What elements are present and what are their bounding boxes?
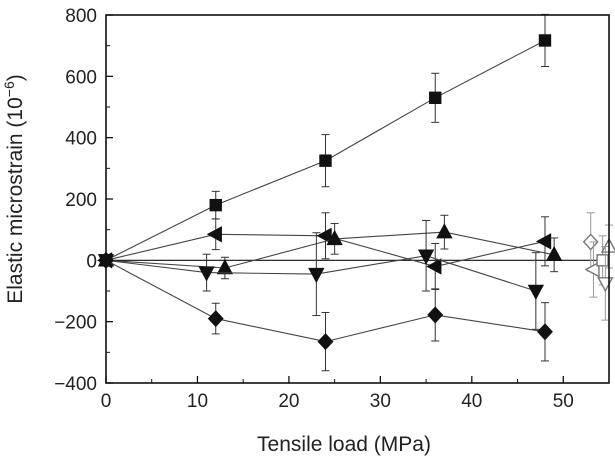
x-tick-label: 20 [278, 391, 299, 412]
marker-triangle-left [536, 233, 552, 250]
series-triangle-left-filled [97, 212, 552, 290]
x-axis-title: Tensile load (MPa) [257, 433, 431, 456]
plot-frame [105, 14, 610, 384]
marker-triangle-down [308, 267, 325, 284]
y-axis-title-close: ) [4, 74, 27, 81]
y-axis-title: Elastic microstrain (10−6) [1, 74, 27, 304]
marker-triangle-left [584, 261, 600, 278]
marker-triangle-up [326, 229, 343, 246]
y-tick-label: 800 [65, 6, 97, 27]
y-tick-label: 0 [86, 251, 97, 272]
series-diamond-filled [98, 251, 553, 372]
y-axis-title-main: Elastic microstrain (10 [4, 97, 27, 304]
marker-triangle-up [216, 259, 234, 275]
marker-triangle-up [436, 223, 453, 239]
series-triangle-up-filled [97, 214, 563, 280]
y-tick-label: 600 [65, 67, 97, 88]
marker-triangle-up [545, 245, 563, 262]
axes: 0 10 20 30 40 50 −400 −200 0 200 400 600 800 [54, 6, 610, 412]
marker-diamond [537, 323, 553, 341]
marker-triangle-down [417, 249, 435, 265]
marker-triangle-left [316, 227, 332, 244]
y-tick-label: −200 [54, 313, 97, 334]
marker-triangle-left [426, 258, 442, 275]
marker-square [209, 198, 222, 212]
x-tick-label: 30 [370, 391, 391, 412]
x-tick-label: 0 [101, 391, 112, 412]
marker-triangle-down [198, 266, 215, 282]
plot-area [97, 13, 615, 372]
marker-triangle-down [597, 277, 614, 293]
marker-square [319, 154, 332, 167]
x-tick-label: 50 [553, 391, 574, 412]
x-tick-label: 40 [461, 391, 482, 412]
marker-square [596, 254, 609, 267]
series-triangle-left-open [584, 241, 600, 298]
marker-diamond [317, 333, 334, 351]
marker-triangle-down [527, 284, 545, 300]
y-tick-label: 400 [65, 129, 97, 150]
x-tick-label: 10 [187, 391, 208, 412]
marker-square [538, 34, 552, 47]
marker-triangle-left [206, 226, 222, 243]
marker-diamond [427, 306, 444, 324]
y-tick-label: 200 [65, 190, 97, 211]
y-tick-label: −400 [54, 374, 97, 395]
marker-diamond [207, 310, 224, 328]
marker-square [429, 91, 442, 105]
y-axis-title-exponent: −6 [1, 81, 17, 97]
